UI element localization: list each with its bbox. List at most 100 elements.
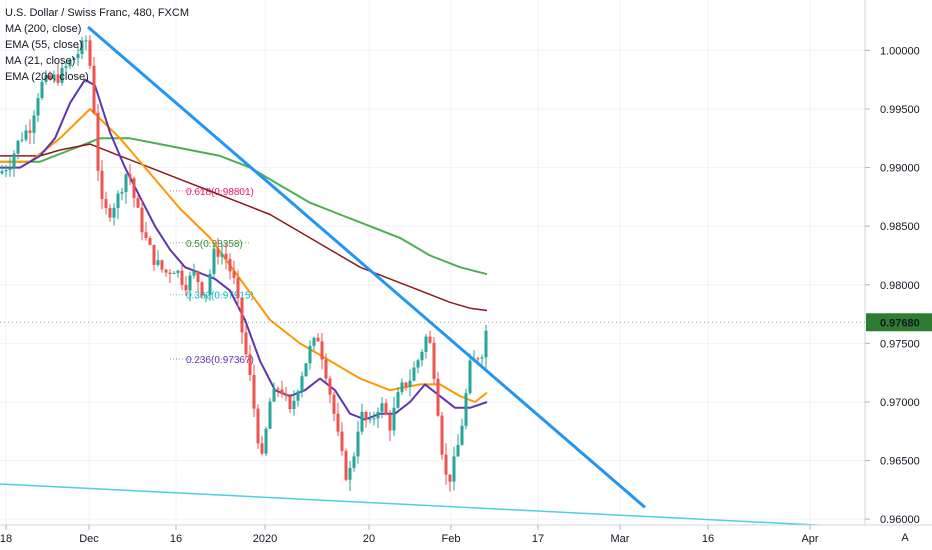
candle-body [156, 260, 160, 265]
candle-body [348, 467, 352, 480]
candle-body [388, 414, 392, 431]
candle-body [440, 415, 444, 455]
candle-body [444, 454, 448, 475]
y-tick-label: 1.00000 [880, 45, 920, 57]
candle-body [284, 393, 288, 397]
x-tick-label: Feb [442, 533, 461, 545]
x-tick-label: 16 [702, 533, 714, 545]
legend-ma21[interactable]: MA (21, close) [5, 55, 76, 67]
time-axis[interactable] [0, 525, 932, 550]
candle-body [364, 411, 368, 420]
candle-body [184, 284, 188, 291]
fib-level-label: 0.382(0.97915) [186, 291, 254, 302]
candle-body [260, 443, 264, 454]
candle-body [476, 358, 480, 360]
candle-body [468, 360, 472, 394]
candle-body [456, 444, 460, 457]
candle-body [208, 273, 212, 295]
candle-body [404, 382, 408, 387]
candle-body [480, 357, 484, 359]
candle-body [32, 115, 36, 133]
candle-body [248, 354, 252, 375]
legend-ema55[interactable]: EMA (55, close) [5, 39, 83, 51]
candle-body [356, 431, 360, 457]
auto-scale-button[interactable]: A [901, 532, 909, 544]
candle-body [28, 130, 32, 133]
candle-body [216, 248, 220, 257]
candle-body [0, 171, 4, 174]
price-axis[interactable] [865, 0, 932, 525]
candle-body [124, 174, 128, 193]
candle-body [264, 428, 268, 454]
x-tick-label: 18 [0, 533, 12, 545]
candle-body [56, 74, 60, 83]
candle-body [104, 199, 108, 209]
candle-body [400, 382, 404, 393]
candle-body [24, 130, 28, 140]
candle-body [236, 277, 240, 298]
candle-body [296, 391, 300, 401]
candle-body [92, 65, 96, 113]
candle-body [368, 418, 372, 420]
candle-body [384, 403, 388, 415]
candle-body [112, 207, 116, 218]
legend-ema200[interactable]: EMA (200, close) [5, 71, 89, 83]
trend-drawings[interactable] [0, 25, 932, 532]
candles [0, 35, 488, 492]
candle-body [428, 336, 432, 343]
y-axis-labels: 1.00000 0.99500 0.99000 0.98500 0.98000 0.975… [865, 45, 920, 526]
candle-body [460, 425, 464, 445]
candle-body [244, 332, 248, 355]
candle-body [224, 253, 228, 259]
support-line [0, 483, 932, 532]
y-tick-label: 0.97500 [880, 338, 920, 350]
candle-body [328, 378, 332, 395]
candle-body [252, 374, 256, 409]
candle-body [308, 345, 312, 364]
x-tick-label: Dec [79, 533, 99, 545]
candle-body [376, 411, 380, 419]
candle-body [452, 456, 456, 482]
last-price-text: 0.97680 [880, 317, 920, 329]
candle-body [212, 248, 216, 274]
x-tick-label: Apr [801, 533, 818, 545]
legend-ma200[interactable]: MA (200, close) [5, 23, 82, 35]
candle-body [152, 244, 156, 265]
y-tick-label: 0.98000 [880, 280, 920, 292]
candle-body [204, 294, 208, 296]
candle-body [72, 58, 76, 60]
candle-body [172, 272, 176, 274]
candle-body [44, 75, 48, 82]
candle-body [304, 363, 308, 377]
candle-body [188, 275, 192, 291]
candle-body [120, 192, 124, 194]
candle-body [288, 396, 292, 410]
candle-body [344, 450, 348, 480]
last-price-badge: 0.97680 [0, 313, 932, 332]
y-tick-label: 0.96500 [880, 456, 920, 468]
candle-body [276, 388, 280, 390]
candle-body [176, 270, 180, 273]
candle-body [320, 341, 324, 360]
candle-body [20, 139, 24, 141]
candle-body [16, 140, 20, 154]
candle-body [200, 282, 204, 296]
candle-body [4, 170, 8, 172]
candle-body [332, 394, 336, 414]
candle-body [164, 269, 168, 273]
candle-body [220, 253, 224, 257]
candle-body [60, 67, 64, 83]
candle-body [96, 112, 100, 171]
candle-body [392, 407, 396, 431]
chart-title: U.S. Dollar / Swiss Franc, 480, FXCM [5, 7, 189, 19]
candle-body [448, 474, 452, 482]
downtrend-line [87, 25, 646, 509]
candle-body [408, 380, 412, 387]
candle-body [372, 418, 376, 420]
candle-body [336, 413, 340, 432]
candle-body [316, 337, 320, 342]
candle-body [396, 392, 400, 408]
x-axis-labels: 18 Dec 16 2020 20 Feb 17 Mar 16 Apr [0, 525, 819, 545]
